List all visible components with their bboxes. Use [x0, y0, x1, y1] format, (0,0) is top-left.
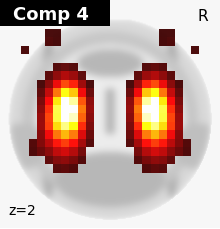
Text: Comp 4: Comp 4 — [13, 6, 88, 24]
Text: R: R — [197, 8, 208, 24]
Bar — [0, 0, 110, 26]
Text: z=2: z=2 — [8, 204, 36, 218]
